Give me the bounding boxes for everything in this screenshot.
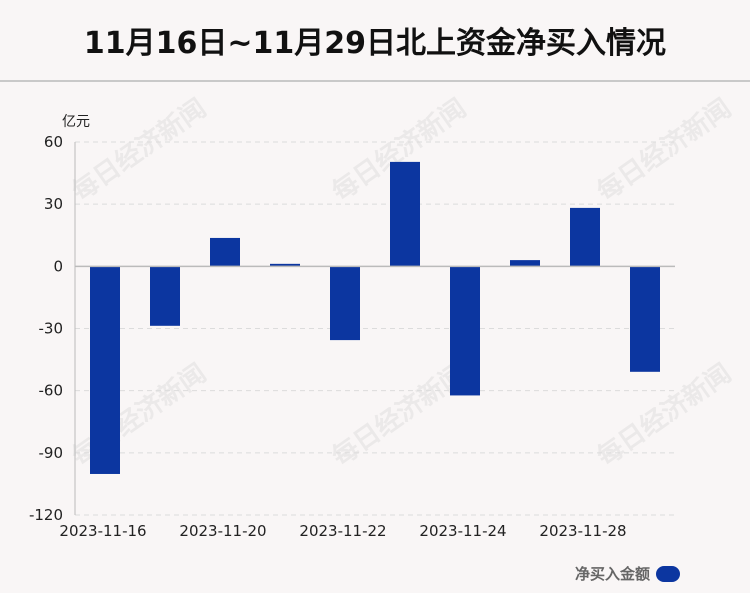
title-divider xyxy=(0,80,750,82)
legend: 净买入金额 xyxy=(575,563,681,584)
y-tick-label: -60 xyxy=(39,382,64,400)
bar-2023-11-22 xyxy=(330,266,360,341)
y-tick-label: -120 xyxy=(29,506,63,524)
bar-2023-11-27 xyxy=(510,260,540,267)
x-tick-label: 2023-11-28 xyxy=(539,522,626,540)
bar-2023-11-20 xyxy=(210,237,240,267)
bar-2023-11-16 xyxy=(90,266,120,474)
y-tick-label: 0 xyxy=(53,257,63,275)
bar-2023-11-23 xyxy=(390,161,420,267)
bar-2023-11-17 xyxy=(150,266,180,326)
y-axis-unit-label: 亿元 xyxy=(62,114,90,130)
x-tick-label: 2023-11-16 xyxy=(59,522,146,540)
x-tick-label: 2023-11-24 xyxy=(419,522,506,540)
chart-title: 11月16日~11月29日北上资金净买入情况 xyxy=(83,26,667,61)
x-tick-label: 2023-11-20 xyxy=(179,522,266,540)
legend-swatch xyxy=(656,565,681,582)
bar-2023-11-29 xyxy=(630,266,660,372)
x-axis-ticks: 2023-11-16 2023-11-20 2023-11-22 2023-11-24… xyxy=(59,522,626,540)
legend-label: 净买入金额 xyxy=(575,565,651,583)
bars xyxy=(90,161,660,474)
x-tick-label: 2023-11-22 xyxy=(299,522,386,540)
bar-2023-11-24 xyxy=(450,266,480,396)
y-tick-label: 60 xyxy=(44,133,63,151)
bar-2023-11-21 xyxy=(270,263,300,267)
y-axis-ticks: 60 30 0 -30 -60 -90 -120 xyxy=(29,133,63,524)
bar-2023-11-28 xyxy=(570,207,600,267)
y-tick-label: 30 xyxy=(44,195,63,213)
y-tick-label: -90 xyxy=(39,444,64,462)
y-tick-label: -30 xyxy=(39,320,64,338)
grid-lines xyxy=(75,141,675,516)
